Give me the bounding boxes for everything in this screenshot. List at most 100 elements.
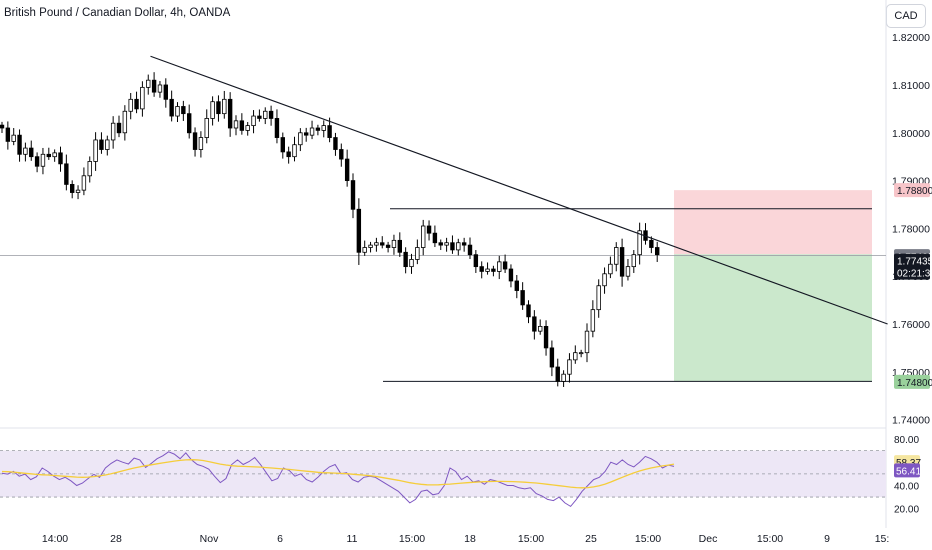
candle-body	[356, 208, 362, 253]
candle-body	[192, 132, 198, 150]
candle-body	[374, 242, 379, 246]
candle-body	[614, 247, 619, 265]
candle-body	[415, 247, 420, 260]
candle-body	[514, 280, 519, 291]
candle-body	[491, 268, 496, 272]
candle-body	[625, 266, 631, 277]
candle-body	[578, 352, 584, 355]
current-price-label-bg	[894, 253, 930, 280]
candle-body	[245, 125, 250, 131]
candle-body	[5, 127, 11, 142]
candle-body	[251, 115, 256, 127]
price-axis: 1.820001.810001.800001.790001.780001.770…	[892, 32, 932, 426]
stop-price-label-bg	[894, 183, 930, 198]
candle-body	[163, 84, 168, 100]
price-tick-label: 1.80000	[892, 128, 930, 140]
candle-body	[467, 244, 473, 256]
candle-body	[227, 98, 233, 129]
candle-body	[473, 254, 479, 268]
candle-body	[87, 161, 92, 177]
candle-body	[303, 132, 309, 136]
candle-body	[538, 325, 543, 332]
candle-body	[444, 242, 449, 246]
horizontal-lines	[0, 208, 886, 382]
candle-body	[555, 366, 560, 382]
candle-body	[146, 79, 151, 88]
stop-loss-zone	[674, 190, 872, 255]
currency-button[interactable]: CAD	[886, 4, 926, 28]
candle-body	[181, 106, 186, 115]
candle-body	[157, 84, 163, 93]
candle-body	[99, 139, 104, 150]
candle-body	[257, 115, 262, 119]
candle-body	[573, 352, 578, 361]
candle-body	[549, 347, 555, 368]
time-tick-label: 15:00	[399, 533, 425, 545]
candle-body	[649, 239, 654, 248]
candle-body	[75, 189, 81, 193]
candle-body	[608, 263, 613, 275]
candle-body	[81, 175, 87, 191]
candle-body	[368, 244, 373, 248]
trendline-layer	[150, 55, 888, 325]
position-zones	[674, 190, 872, 382]
candle-body	[210, 101, 215, 119]
current-price-label: 1.77435	[897, 257, 932, 268]
candle-body	[204, 118, 209, 138]
candle-body	[426, 225, 432, 234]
grid	[0, 0, 887, 528]
candle-body	[274, 118, 280, 138]
candle-body	[385, 244, 391, 248]
candle-body	[596, 285, 601, 311]
candle-body	[298, 132, 303, 146]
candle-body	[456, 242, 461, 251]
candle-body	[397, 239, 402, 253]
price-tick-label: 1.81000	[892, 80, 930, 92]
candle-body	[128, 98, 133, 112]
candle-body	[175, 106, 180, 117]
candle-body	[339, 149, 344, 160]
time-tick-label: 28	[110, 533, 122, 545]
price-tick-label: 1.76000	[892, 319, 930, 331]
candle-body	[567, 359, 572, 375]
candle-body	[70, 184, 75, 193]
time-tick-label: 15:00	[757, 533, 783, 545]
candle-body	[619, 247, 625, 277]
candle-body	[93, 139, 98, 162]
target-price-label-bg	[894, 374, 930, 389]
price-tick-label: 1.82000	[892, 32, 930, 44]
candle-body	[309, 127, 315, 136]
candle-body	[134, 98, 139, 110]
time-tick-label: 25	[585, 533, 597, 545]
candle-body	[263, 110, 268, 119]
candle-body	[508, 268, 514, 282]
candle-body	[602, 273, 607, 287]
candle-body	[198, 137, 204, 150]
take-profit-zone	[674, 254, 872, 382]
candle-body	[268, 110, 274, 119]
time-tick-label: 18	[464, 533, 476, 545]
time-tick-label: 11	[347, 533, 358, 545]
target-price-label: 1.74800	[897, 378, 932, 389]
candle-body	[110, 122, 116, 141]
time-tick-label: Nov	[200, 533, 219, 545]
candle-body	[292, 144, 297, 158]
chart-title: British Pound / Canadian Dollar, 4h, OAN…	[4, 7, 231, 19]
candle-body	[380, 242, 385, 246]
time-tick-label: 15:00	[518, 533, 544, 545]
rsi-value-label: 56.41	[896, 466, 921, 477]
candle-body	[140, 86, 145, 110]
candle-body	[280, 137, 285, 153]
candle-body	[105, 139, 110, 150]
candle-body	[479, 266, 484, 272]
candle-body	[17, 134, 22, 155]
time-tick-label: 14:00	[42, 533, 68, 545]
candle-body	[222, 98, 227, 115]
time-tick-label: Dec	[699, 533, 718, 545]
candle-body	[321, 125, 326, 131]
candle-body	[327, 125, 332, 138]
candle-body	[420, 225, 426, 248]
candle-body	[526, 304, 531, 318]
candle-body	[34, 156, 40, 167]
